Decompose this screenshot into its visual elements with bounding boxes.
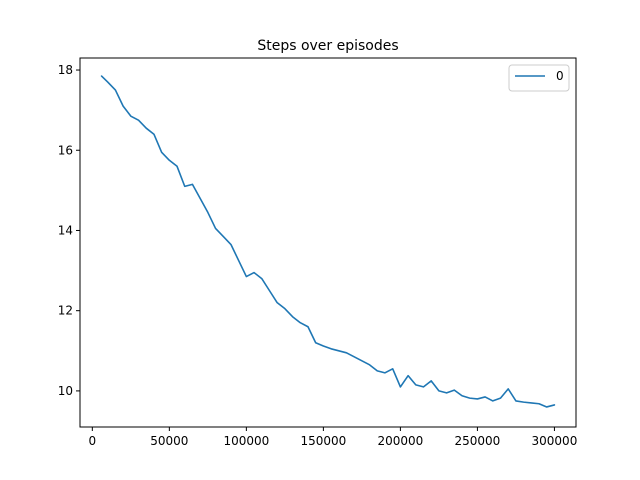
chart-title: Steps over episodes	[257, 38, 398, 54]
y-tick-label: 16	[58, 143, 73, 157]
plot-area-frame	[79, 57, 577, 428]
x-tick-label: 200000	[377, 434, 423, 448]
x-tick-label: 100000	[223, 434, 269, 448]
y-tick-label: 10	[58, 384, 73, 398]
x-tick-label: 0	[89, 434, 97, 448]
x-tick-label: 250000	[455, 434, 501, 448]
legend-box	[508, 64, 570, 92]
legend-label-0: 0	[556, 69, 564, 83]
x-tick-label: 50000	[150, 434, 188, 448]
y-axis: 10 12 14 16 18	[58, 63, 80, 398]
x-axis: 0 50000 100000 150000 200000 250000 300000	[89, 427, 578, 448]
series-line-0	[100, 75, 556, 408]
x-tick-label: 150000	[300, 434, 346, 448]
y-tick-label: 12	[58, 304, 73, 318]
y-tick-label: 14	[58, 223, 73, 237]
legend: 0	[508, 64, 570, 92]
y-tick-label: 18	[58, 63, 73, 77]
x-tick-label: 300000	[532, 434, 578, 448]
series-layer	[100, 75, 556, 408]
